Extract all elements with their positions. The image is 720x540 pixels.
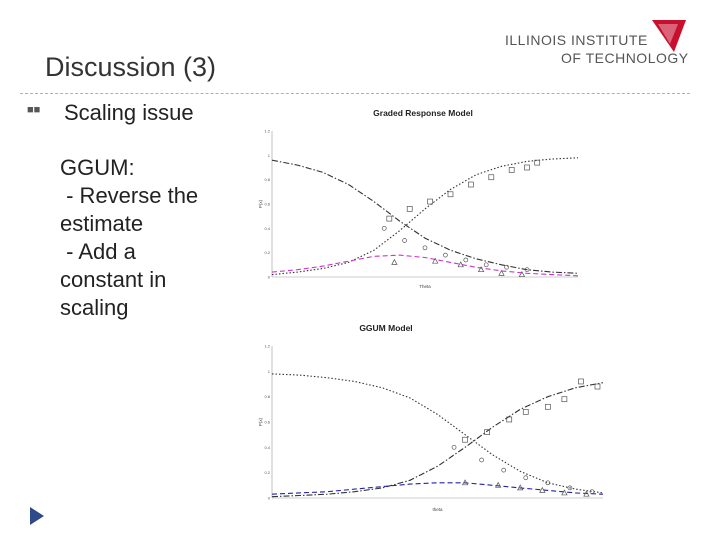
square-marker [488,174,495,181]
circle-marker [451,444,457,450]
y-tick-label: 0.8 [264,394,270,399]
square-marker [508,167,515,173]
bullet-text: Scaling issue [64,100,194,125]
series-line-1 [271,159,579,274]
logo-mark-icon [652,20,686,52]
series-line-3 [271,254,579,277]
square-marker [386,215,393,222]
ggum-model-chart: GGUM Model 0 0.2 0.4 0.6 0.8 1 1.2 P(x) theta [258,323,604,512]
graded-response-model-chart: Graded Response Model 0 0.2 0.4 0.6 0.8 1 1.2 P(… [258,108,579,289]
y-tick-label: 0.2 [264,470,270,475]
circle-marker [589,489,595,495]
chart-title: GGUM Model [359,323,412,333]
y-tick-label: 0.4 [264,445,270,450]
y-axis-label: P(x) [258,417,263,426]
iit-logo: ILLINOIS INSTITUTE OF TECHNOLOGY [505,18,695,70]
y-tick-label: 0 [268,496,271,501]
y-tick-label: 0 [268,275,271,280]
square-marker [578,378,584,385]
play-arrow-icon [30,507,44,525]
y-axis-label: P(x) [258,199,263,208]
logo-line-2: OF TECHNOLOGY [561,50,689,66]
body-text: GGUM: - Reverse the estimate - Add a con… [60,155,199,320]
triangle-marker [391,258,398,265]
y-tick-label: 1.2 [264,344,270,349]
series-line-2 [271,382,604,498]
triangle-marker [494,481,502,488]
circle-marker [524,267,530,273]
y-tick-label: 1 [268,153,271,158]
circle-marker [402,238,407,243]
triangle-marker [517,484,524,491]
square-marker [544,403,551,410]
circle-marker [381,225,387,231]
circle-marker [504,264,509,270]
x-axis-label: theta [432,507,443,512]
series-line-3 [271,482,604,495]
triangle-marker [432,257,439,264]
triangle-marker [583,490,590,497]
series-line-2 [271,157,579,276]
triangle-marker [461,479,469,486]
circle-marker [567,485,573,491]
logo-line-1: ILLINOIS INSTITUTE [505,32,648,48]
circle-marker [479,457,484,463]
y-tick-label: 0.8 [264,177,270,182]
square-marker [561,396,568,403]
circle-marker [483,262,489,268]
triangle-marker [477,266,485,273]
circle-marker [545,480,551,486]
slide-title: Discussion (3) [45,52,217,82]
bullet-icon: ■■ [27,104,41,116]
triangle-marker [498,269,505,276]
circle-marker [463,257,469,263]
triangle-marker [539,486,546,493]
square-marker [406,206,413,212]
triangle-marker [518,271,526,277]
square-marker [462,436,468,443]
circle-marker [523,475,529,481]
circle-marker [501,467,507,473]
triangle-marker [457,261,464,268]
triangle-marker [561,489,568,496]
square-marker [468,181,474,188]
title-divider [20,93,690,94]
chart-title: Graded Response Model [373,108,473,118]
y-tick-label: 0.4 [264,226,270,231]
circle-marker [422,245,428,251]
square-marker [534,159,541,166]
y-tick-label: 0.6 [264,420,270,425]
square-marker [522,409,529,415]
y-tick-label: 0.6 [264,202,270,207]
square-marker [447,191,454,198]
y-tick-label: 1.2 [264,129,270,134]
x-axis-label: Theta [419,284,431,289]
circle-marker [443,252,448,258]
square-marker [506,416,513,423]
y-tick-label: 1 [268,369,271,374]
square-marker [484,429,490,435]
square-marker [524,164,530,171]
series-line-1 [271,373,604,494]
square-marker [594,383,601,390]
y-tick-label: 0.2 [264,250,270,255]
square-marker [427,198,433,205]
